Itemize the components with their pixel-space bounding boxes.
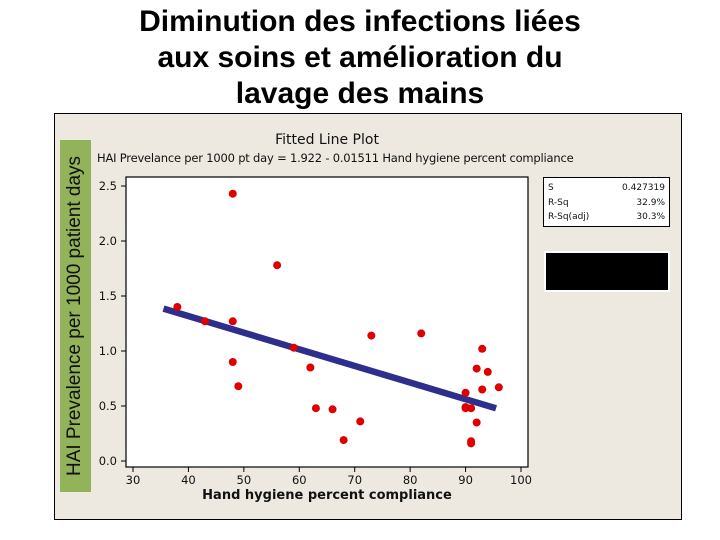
x-tick-label: 50 [237,473,252,487]
fit-line [162,305,497,412]
data-point [494,383,503,392]
slide-title-line-3: lavage des mains [235,77,485,110]
data-point [228,317,237,326]
data-point [173,303,182,311]
slide-title-line-1: Diminution des infections liées [139,5,581,38]
legend-box-redacted [544,251,670,292]
y-tick-label: 0.0 [99,454,117,468]
data-point [339,436,348,445]
stat-value: 32.9% [636,197,665,208]
y-tick-label: 0.5 [99,399,117,413]
x-tick-label: 100 [510,473,532,487]
x-tick-label: 70 [347,473,362,487]
fitted-regression-line [162,305,497,412]
data-point [201,317,210,326]
y-tick-label: 2.0 [99,234,117,248]
stat-label: S [548,183,554,193]
data-point [356,417,365,426]
data-point [306,363,315,372]
data-point [467,404,476,413]
model-summary-box: S 0.427319 R-Sq 32.9% R-Sq(adj) 30.3% [543,177,670,227]
plot-frame [125,176,529,468]
data-points [173,189,503,448]
y-tick-label: 1.0 [99,344,117,358]
x-tick-label: 40 [181,473,196,487]
y-tick-label: 2.5 [99,179,117,193]
data-point [461,404,470,413]
data-point [478,344,487,353]
data-point [273,261,282,270]
data-point [367,331,376,340]
data-point [228,189,237,198]
stat-row: R-Sq 32.9% [548,196,665,211]
data-point [478,385,487,394]
stat-label: R-Sq [548,197,569,208]
regression-equation: HAI Prevelance per 1000 pt day = 1.922 -… [97,151,574,165]
stat-label: R-Sq(adj) [548,212,590,222]
stat-value: 30.3% [636,212,665,222]
data-point [311,404,320,413]
data-point [461,388,470,397]
x-tick-label: 90 [458,473,473,487]
x-axis-label: Hand hygiene percent compliance [202,488,452,503]
slide-title-line-2: aux soins et amélioration du [157,41,563,74]
x-tick-label: 80 [403,473,418,487]
x-tick-label: 30 [126,473,141,487]
data-point [417,329,426,338]
x-axis-ticks: 30 40 50 60 70 80 90 100 [126,467,532,487]
stat-row: S 0.427319 [548,181,665,196]
data-point [472,418,481,427]
x-tick-label: 60 [292,473,307,487]
data-point [472,364,481,373]
data-point [228,358,237,366]
y-axis-ticks: 0.0 0.5 1.0 1.5 2.0 2.5 [99,179,126,468]
y-tick-label: 1.5 [99,289,117,303]
y-axis-label-background [60,140,91,492]
data-point [467,439,476,448]
data-point [328,405,337,414]
data-point [483,367,492,376]
data-point [289,343,298,352]
stat-row: R-Sq(adj) 30.3% [548,210,665,225]
stat-value: 0.427319 [622,183,665,193]
slide-title: Diminution des infections liées aux soin… [0,4,720,112]
data-point [234,382,243,391]
chart-title: Fitted Line Plot [275,132,379,148]
